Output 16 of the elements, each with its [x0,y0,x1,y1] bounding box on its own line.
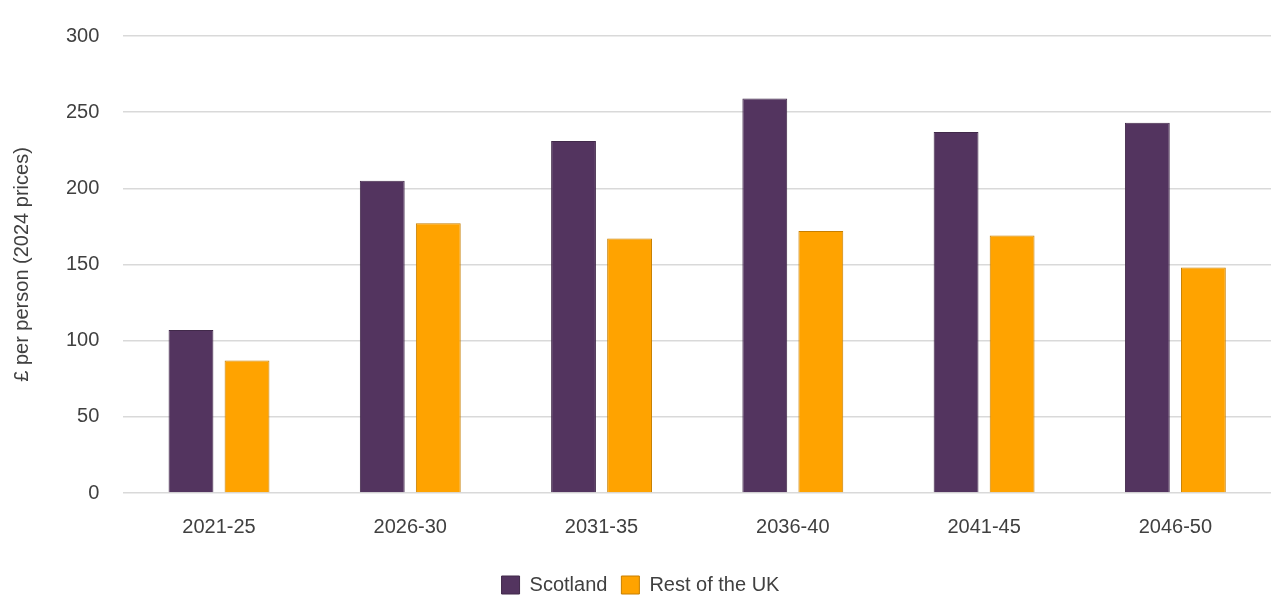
y-tick-label: 300 [65,23,100,46]
x-tick-label: 2026-30 [373,514,447,537]
x-tick-label: 2031-35 [564,514,639,537]
x-tick-label: 2041-45 [947,514,1021,537]
y-tick-label: 250 [65,99,100,122]
y-axis-title: £ per person (2024 prices) [9,147,32,382]
x-tick-label: 2036-40 [756,514,830,537]
x-tick-label: 2021-25 [182,514,256,537]
y-tick-label: 50 [77,404,100,427]
legend-label: Scotland [529,572,608,595]
y-tick-label: 150 [65,252,100,275]
y-tick-label: 200 [65,175,100,198]
y-tick-label: 0 [88,480,100,503]
x-tick-label: 2046-50 [1138,514,1213,537]
legend-label: Rest of the UK [649,572,781,595]
y-tick-label: 100 [65,328,100,351]
